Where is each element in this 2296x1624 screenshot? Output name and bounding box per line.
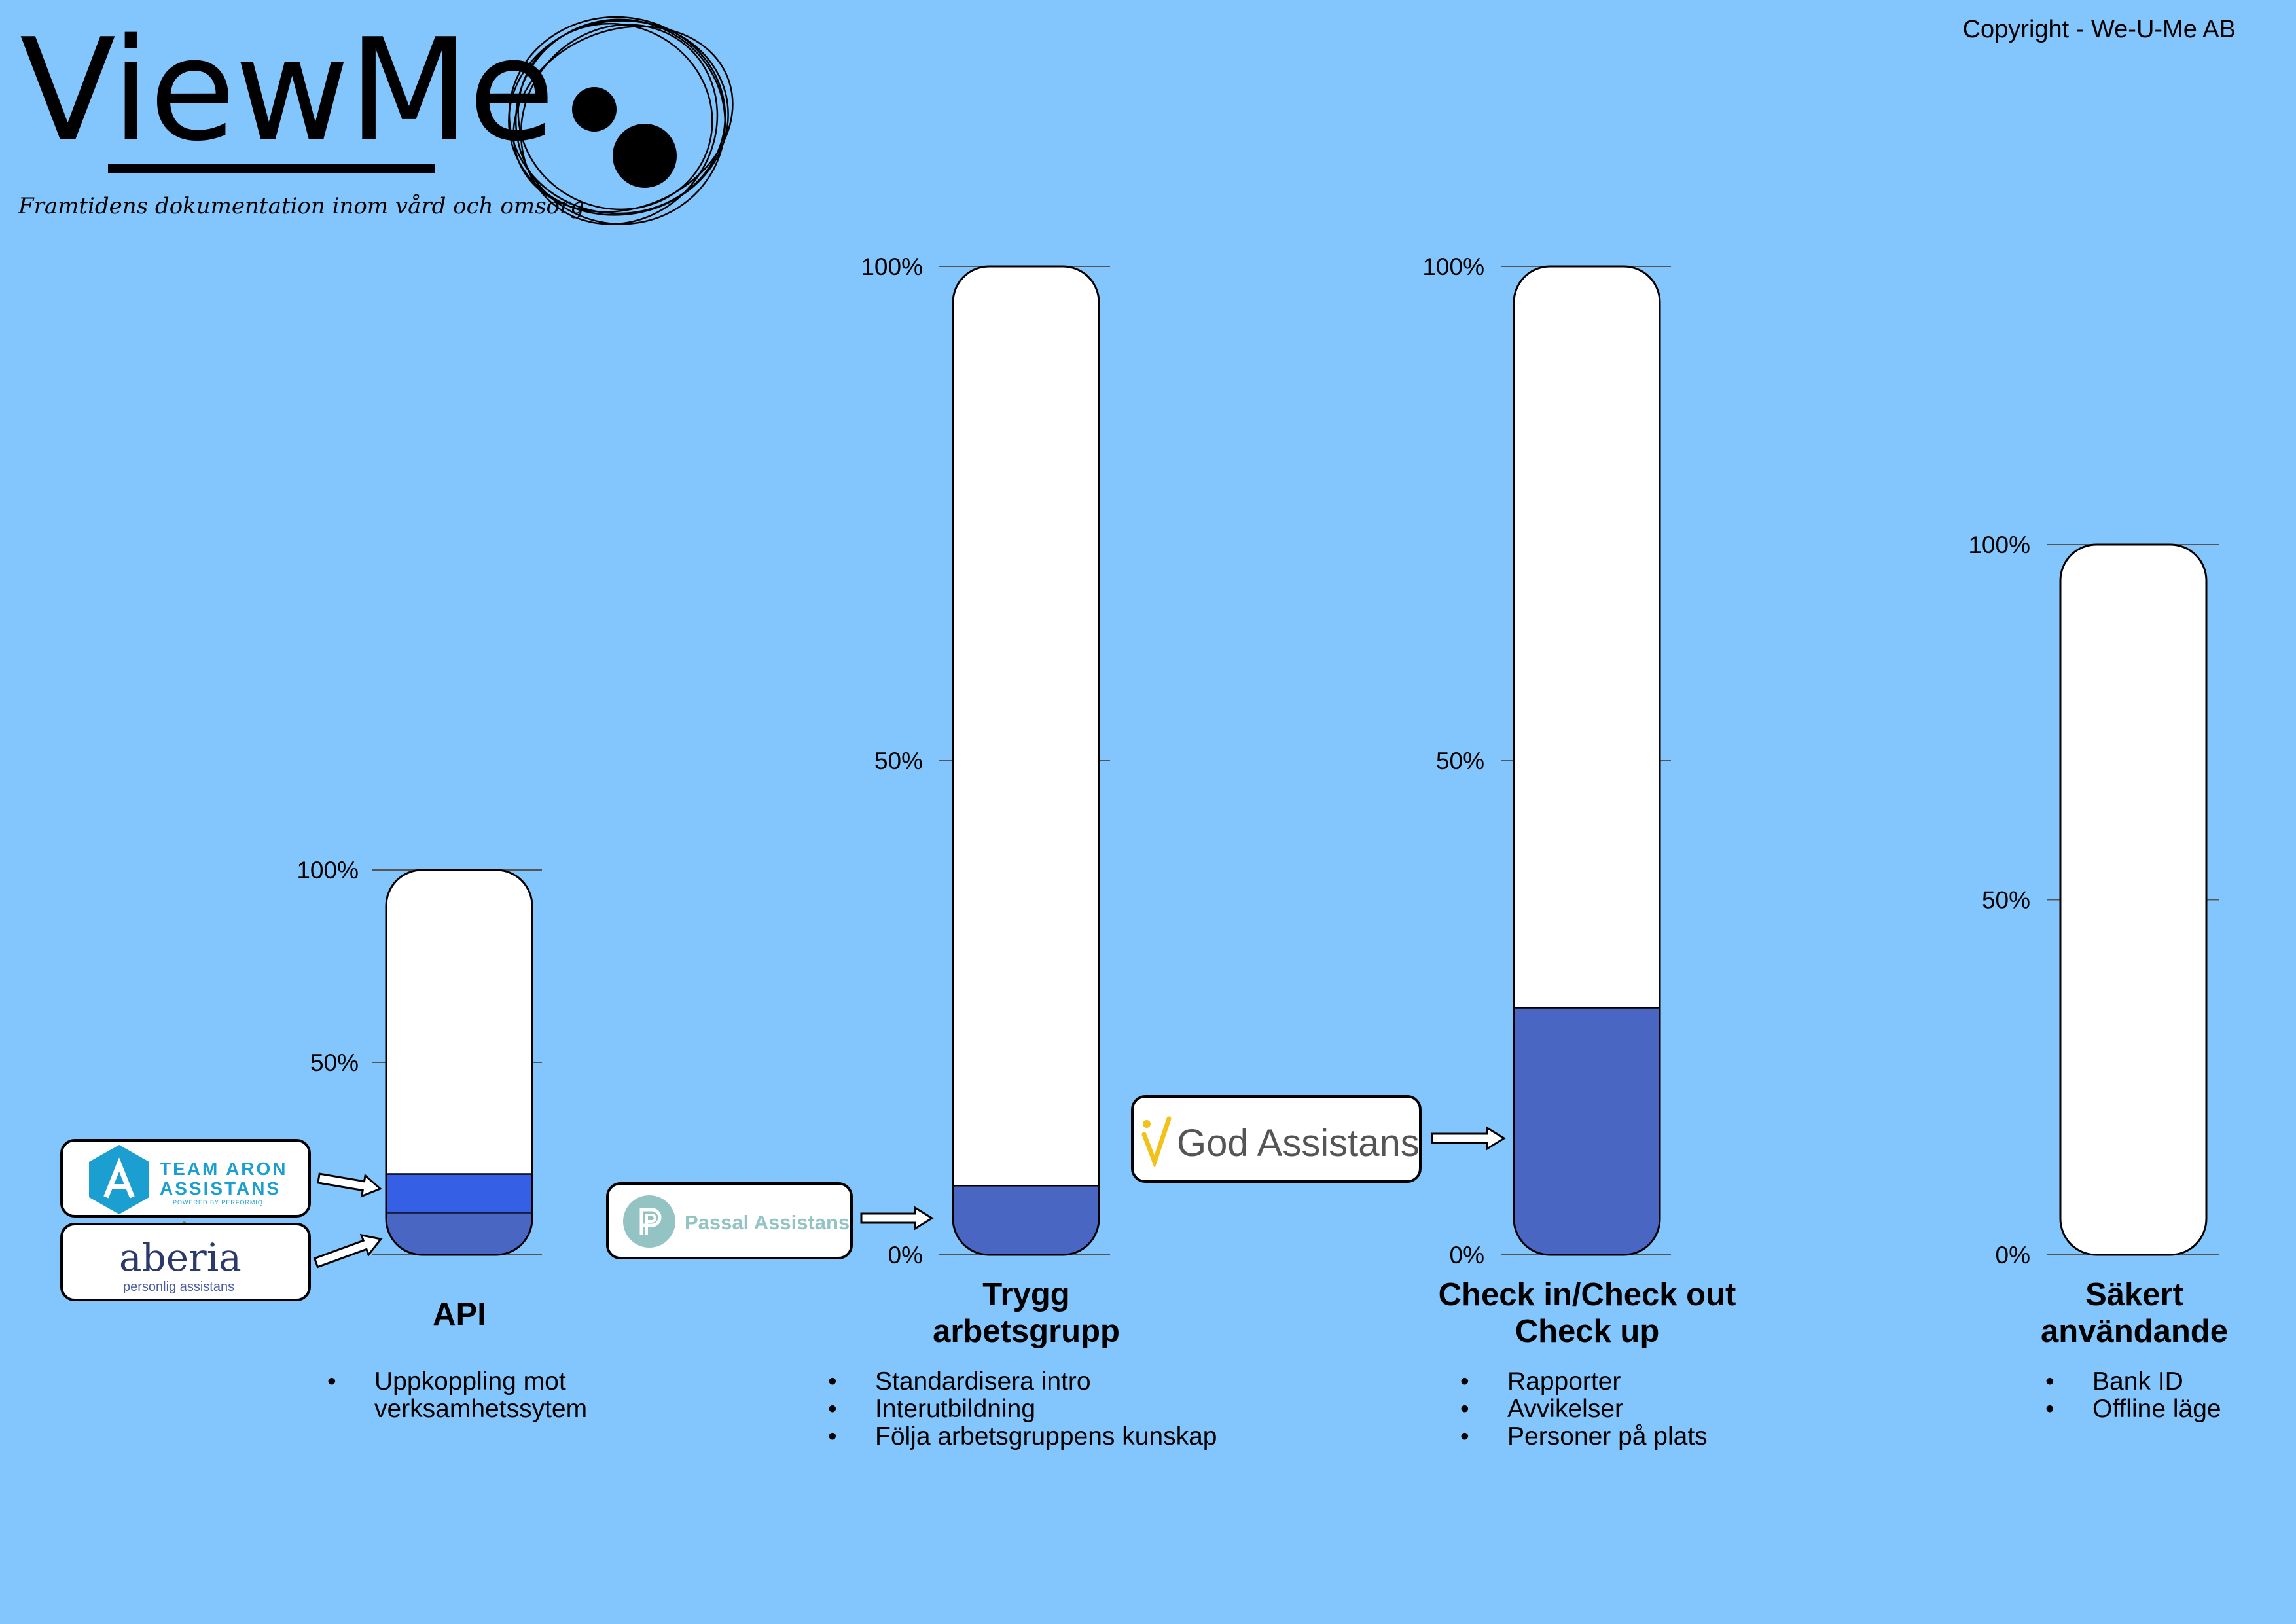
aberia-logo: aberia personlig assistans [60, 1220, 311, 1301]
aberia-name: aberia [119, 1235, 242, 1280]
bar-segment [1514, 1007, 1660, 1255]
column-title-line: API [433, 1297, 486, 1332]
column-title-line: Trygg [982, 1277, 1070, 1312]
bullet-item: Interutbildning [828, 1396, 1217, 1424]
column-title-line: arbetsgrupp [933, 1314, 1120, 1349]
team-aron-assistans-logo: TEAM ARON ASSISTANS POWERED BY PERFORMIQ [60, 1139, 311, 1218]
tick-label: 0% [1996, 1242, 2030, 1269]
column-title: API [433, 1296, 486, 1333]
bar-outline [2059, 543, 2208, 1256]
logo-word: ViewMe [20, 8, 555, 172]
tick-label: 50% [1436, 748, 1484, 774]
bar-segment [953, 1185, 1099, 1255]
bullet-list: Bank IDOffline läge [2045, 1368, 2221, 1424]
tick-label: 0% [888, 1242, 923, 1269]
bullet-item: Följa arbetsgruppens kunskap [828, 1423, 1217, 1451]
column-title-line: Säkert [2085, 1277, 2183, 1312]
tick-label: 0% [1450, 1242, 1484, 1269]
god-assistans-logo: God Assistans [1131, 1095, 1422, 1183]
bar-outline [1513, 265, 1661, 1256]
bullet-item: Avvikelser [1460, 1396, 1708, 1424]
bullet-item: Bank ID [2045, 1368, 2221, 1396]
bullet-item: Offline läge [2045, 1396, 2221, 1424]
bullet-list: Standardisera introInterutbildningFölja … [828, 1368, 1217, 1451]
column-title-line: Check up [1515, 1314, 1660, 1349]
tick-label: 50% [1982, 887, 2030, 914]
bullet-item: Rapporter [1460, 1368, 1708, 1396]
arrow-icon [1431, 1126, 1506, 1151]
bullet-list: RapporterAvvikelserPersoner på plats [1460, 1368, 1708, 1451]
viewme-logo: ViewMe Framtidens dokumentation inom vår… [13, 7, 740, 242]
team-aron-line1: TEAM ARON [160, 1159, 288, 1179]
aberia-subtitle: personlig assistans [123, 1280, 235, 1294]
column-title-line: Check in/Check out [1438, 1277, 1736, 1312]
scribble-circle-icon [508, 16, 734, 225]
arrow-icon [317, 1172, 382, 1198]
team-aron-line2: ASSISTANS [160, 1178, 281, 1199]
passal-p-icon [623, 1195, 675, 1248]
bar-background [2060, 545, 2206, 1255]
god-text: God Assistans [1177, 1122, 1420, 1164]
logo-tagline: Framtidens dokumentation inom vård och o… [18, 193, 585, 219]
tick-label: 50% [874, 748, 923, 774]
passal-text: Passal Assistans [685, 1211, 850, 1234]
arrow-icon [860, 1206, 934, 1231]
bar-segment [386, 1174, 532, 1213]
bullet-item: Standardisera intro [828, 1368, 1217, 1396]
passal-assistans-logo: Passal Assistans [606, 1182, 853, 1259]
tick-label: 100% [1422, 253, 1484, 280]
bar-background [386, 870, 532, 1255]
tick-label: 50% [310, 1049, 359, 1076]
tick-label: 100% [296, 857, 359, 884]
column-title-line: användande [2041, 1314, 2228, 1349]
eye-dot-icon [613, 124, 677, 188]
column-title: Check in/Check out Check up [1439, 1276, 1736, 1350]
eye-dot-icon [572, 87, 617, 132]
copyright-text: Copyright - We-U-Me AB [1962, 16, 2236, 43]
logo-underline [108, 164, 435, 173]
arrow-icon [313, 1233, 383, 1269]
tick-label: 100% [1968, 532, 2030, 558]
god-check-icon [1141, 1116, 1172, 1167]
tick-label: 100% [861, 253, 923, 280]
bullet-item: Personer på plats [1460, 1423, 1708, 1451]
bar-outline [385, 869, 533, 1256]
aberia-box [60, 1223, 311, 1301]
column-title: Säkert användande [2041, 1276, 2228, 1350]
column-title: Trygg arbetsgrupp [933, 1276, 1120, 1350]
bar-background [953, 266, 1099, 1255]
team-aron-hexagon-icon [89, 1145, 149, 1214]
bar-outline [952, 265, 1100, 1256]
bar-segment [386, 1212, 532, 1255]
team-aron-powered: POWERED BY PERFORMIQ [173, 1199, 263, 1206]
